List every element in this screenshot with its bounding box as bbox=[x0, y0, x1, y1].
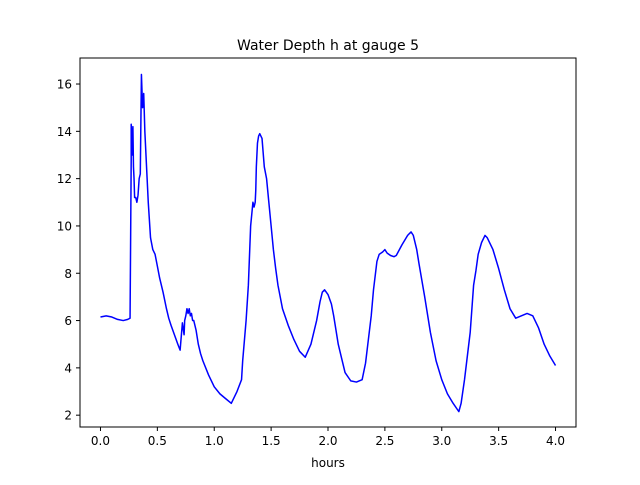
x-tick-label: 0.5 bbox=[148, 434, 167, 448]
x-tick-label: 2.5 bbox=[375, 434, 394, 448]
y-tick-label: 6 bbox=[64, 314, 72, 328]
y-tick-label: 10 bbox=[57, 219, 72, 233]
x-axis-ticks: 0.0 0.5 1.0 1.5 2.0 2.5 3.0 3.5 4.0 bbox=[91, 427, 565, 448]
y-tick-label: 14 bbox=[57, 125, 72, 139]
x-tick-label: 0.0 bbox=[91, 434, 110, 448]
x-axis-label: hours bbox=[311, 456, 345, 470]
x-tick-label: 1.5 bbox=[262, 434, 281, 448]
y-axis-ticks: 2 4 6 8 10 12 14 16 bbox=[57, 78, 80, 423]
x-tick-label: 3.0 bbox=[432, 434, 451, 448]
x-tick-label: 1.0 bbox=[205, 434, 224, 448]
x-tick-label: 2.0 bbox=[318, 434, 337, 448]
y-tick-label: 12 bbox=[57, 172, 72, 186]
y-tick-label: 16 bbox=[57, 78, 72, 92]
y-tick-label: 2 bbox=[64, 409, 72, 423]
x-tick-label: 4.0 bbox=[546, 434, 565, 448]
plot-area bbox=[100, 73, 557, 413]
series-line-0 bbox=[100, 73, 557, 413]
plot-frame bbox=[79, 57, 577, 428]
x-tick-label: 3.5 bbox=[489, 434, 508, 448]
y-tick-label: 8 bbox=[64, 267, 72, 281]
chart-title: Water Depth h at gauge 5 bbox=[237, 38, 419, 54]
y-tick-label: 4 bbox=[64, 361, 72, 375]
